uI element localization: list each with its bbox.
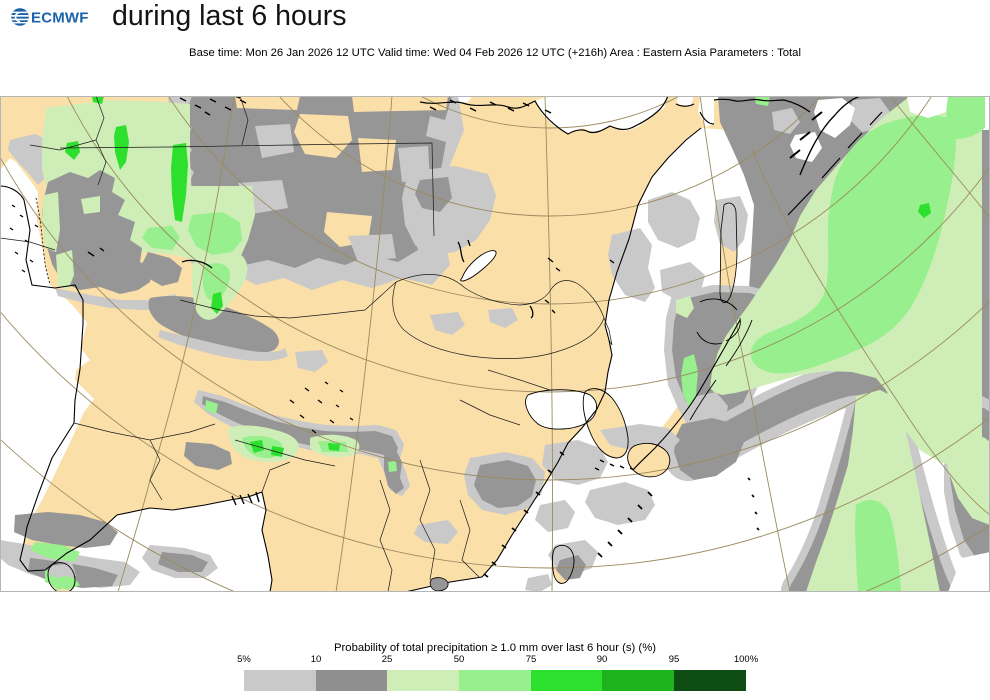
- svg-text:ECMWF: ECMWF: [31, 10, 89, 27]
